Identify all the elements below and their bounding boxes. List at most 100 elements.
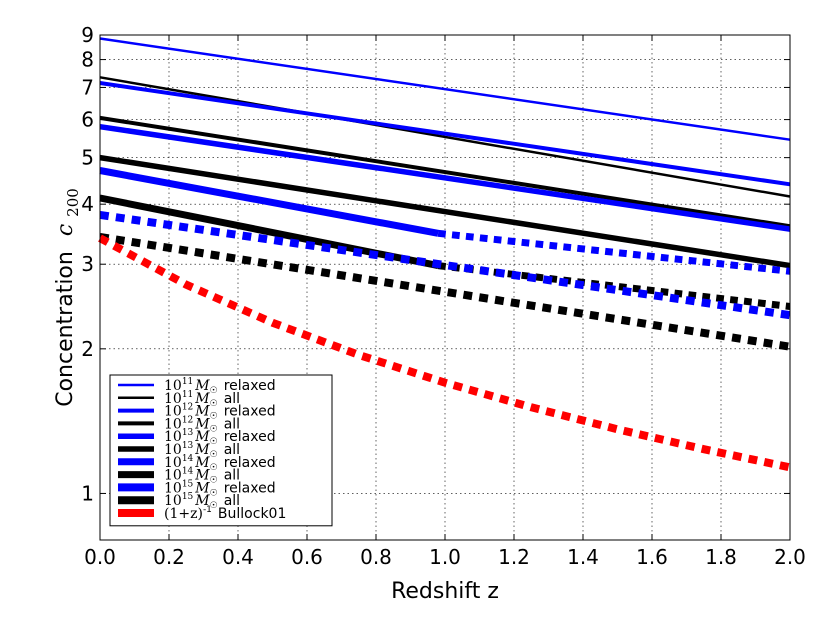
legend-mass-base: 10: [164, 468, 182, 484]
legend-suffix: relaxed: [224, 455, 276, 471]
series-line-12: [98, 234, 791, 472]
y-axis-label-subscript: 200: [64, 188, 82, 217]
legend-item-label: (1+z)-1 Bullock01: [164, 505, 286, 522]
legend-mass-symbol: M: [194, 455, 210, 471]
legend-formula-exponent: -1: [203, 505, 212, 515]
legend-mass-base: 10: [164, 429, 182, 445]
series-layer: [98, 37, 791, 472]
legend-mass-base: 10: [164, 378, 182, 394]
legend-mass-exponent: 12: [182, 415, 193, 425]
x-tick-label: 1.6: [636, 545, 668, 569]
y-axis-label-symbol: c: [53, 224, 78, 236]
legend-mass-sub: ☉: [210, 488, 218, 498]
legend-formula: (1+z): [164, 506, 203, 522]
legend-suffix: all: [224, 391, 240, 407]
legend-mass-base: 10: [164, 493, 182, 509]
series-line-5: [99, 154, 791, 269]
legend-suffix: all: [224, 493, 240, 509]
legend-suffix: relaxed: [224, 480, 276, 496]
x-tick-label: 0.6: [291, 545, 323, 569]
x-tick-label: 1.2: [498, 545, 530, 569]
legend-suffix: Bullock01: [218, 506, 286, 522]
legend-mass-sub: ☉: [210, 424, 218, 434]
series-line-3: [99, 115, 791, 229]
legend-mass-exponent: 15: [182, 492, 194, 502]
x-tick-label: 0.2: [153, 545, 185, 569]
legend-mass-sub: ☉: [210, 437, 218, 447]
legend-mass-exponent: 11: [182, 377, 193, 387]
y-tick-label: 5: [81, 146, 94, 170]
legend-mass-symbol: M: [194, 429, 210, 445]
legend-mass-exponent: 13: [182, 428, 194, 438]
legend-mass-exponent: 15: [182, 479, 194, 489]
legend-mass-base: 10: [164, 404, 182, 420]
legend-item-label: 1015 M☉ relaxed: [164, 479, 276, 498]
legend-mass-sub: ☉: [210, 386, 218, 396]
y-tick-label: 6: [81, 108, 94, 132]
legend-suffix: all: [224, 468, 240, 484]
legend-mass-sub: ☉: [210, 399, 218, 409]
y-tick-label: 1: [81, 481, 94, 505]
legend-mass-base: 10: [164, 480, 182, 496]
series-line-0: [99, 37, 791, 141]
y-axis-label: Concentration c 200: [53, 188, 82, 407]
legend-mass-symbol: M: [194, 442, 210, 458]
legend-item-label: 1011 M☉ relaxed: [164, 377, 276, 396]
series-line-2: [99, 81, 791, 187]
legend-item-label: 1014 M☉ relaxed: [164, 454, 276, 473]
legend-mass-symbol: M: [194, 493, 210, 509]
x-tick-label: 1.0: [429, 545, 461, 569]
x-tick-label: 1.8: [705, 545, 737, 569]
series-line-8: [99, 194, 439, 270]
y-tick-label: 4: [81, 192, 94, 216]
legend-mass-sub: ☉: [210, 412, 218, 422]
legend-item-label: 1012 M☉ relaxed: [164, 403, 276, 422]
series-line-1: [99, 76, 791, 198]
x-tick-label: 2.0: [774, 545, 806, 569]
legend-mass-base: 10: [164, 391, 182, 407]
legend-mass-base: 10: [164, 442, 182, 458]
series-line-7: [437, 229, 791, 275]
y-tick-label: 2: [81, 337, 94, 361]
legend-mass-exponent: 11: [182, 390, 193, 400]
series-line-4: [99, 123, 791, 232]
legend-mass-base: 10: [164, 455, 182, 471]
legend-item-label: 1011 M☉ all: [164, 390, 240, 409]
legend-suffix: relaxed: [224, 378, 276, 394]
legend-suffix: all: [224, 442, 240, 458]
legend-item-label: 1014 M☉ all: [164, 467, 240, 486]
legend-mass-exponent: 14: [182, 467, 194, 477]
legend-item-label: 1012 M☉ all: [164, 415, 240, 434]
legend-mass-sub: ☉: [210, 463, 218, 473]
axis-ticks: 0.0 0.2 0.4 0.6 0.8 1.0 1.2 1.4 1.6 1.8 2.01234567…: [81, 23, 806, 569]
x-axis-label: Redshift z: [391, 579, 499, 604]
x-tick-label: 0.0: [84, 545, 116, 569]
series-line-11: [99, 232, 791, 351]
y-tick-label: 3: [81, 252, 94, 276]
x-tick-label: 0.8: [360, 545, 392, 569]
legend-mass-sub: ☉: [210, 450, 218, 460]
x-tick-label: 1.4: [567, 545, 599, 569]
legend-mass-exponent: 14: [182, 454, 194, 464]
legend-item-label: 1013 M☉ all: [164, 441, 240, 460]
y-axis-label-text: Concentration: [53, 251, 78, 407]
legend-suffix: relaxed: [224, 404, 276, 420]
legend-mass-exponent: 13: [182, 441, 194, 451]
legend-mass-symbol: M: [194, 404, 210, 420]
series-line-6: [99, 167, 439, 237]
legend-mass-symbol: M: [194, 378, 210, 394]
y-tick-label: 8: [81, 48, 94, 72]
series-line-10: [99, 210, 791, 320]
legend-mass-sub: ☉: [210, 501, 218, 511]
legend-mass-base: 10: [164, 416, 182, 432]
legend-mass-sub: ☉: [210, 476, 218, 486]
legend-suffix: all: [224, 416, 240, 432]
y-tick-label: 7: [81, 75, 94, 99]
legend-item-label: 1013 M☉ relaxed: [164, 428, 276, 447]
legend-suffix: relaxed: [224, 429, 276, 445]
legend-item-label: 1015 M☉ all: [164, 492, 240, 511]
legend-mass-symbol: M: [194, 468, 210, 484]
